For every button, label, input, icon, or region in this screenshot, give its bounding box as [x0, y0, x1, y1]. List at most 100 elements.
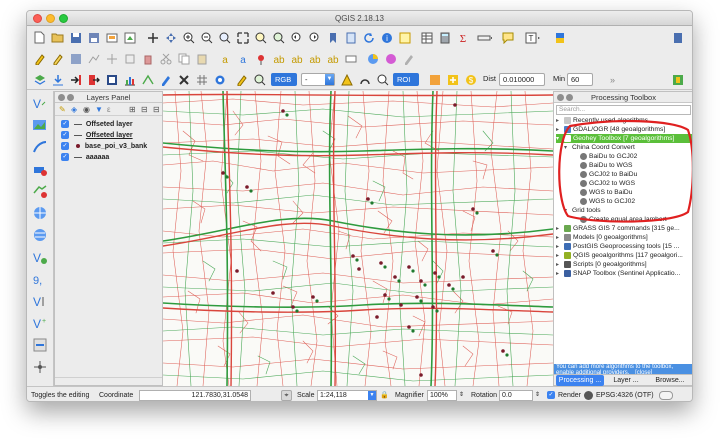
label-icon[interactable]: a — [217, 51, 232, 66]
pan-to-selection-icon[interactable] — [163, 30, 178, 45]
tree-china-convert[interactable]: ▾ China Coord Convert — [564, 144, 635, 151]
change-label-icon[interactable]: ab — [325, 51, 340, 66]
vector-grid-icon[interactable] — [194, 72, 209, 87]
rotation-field[interactable]: 0.0 — [499, 390, 533, 401]
dollar-icon[interactable]: $ — [463, 72, 478, 87]
add-geonode-layer-icon[interactable] — [32, 359, 49, 376]
remove-layer-icon[interactable]: ⊟ — [153, 105, 160, 114]
tab-browser[interactable]: Browse... — [655, 377, 685, 384]
layer-row-0[interactable]: ✓ Offseted layer — [61, 120, 133, 130]
layer-row-1[interactable]: ✓ Offseted layer — [61, 131, 133, 141]
layer-row-2[interactable]: ✓ base_poi_v3_bank — [61, 142, 147, 152]
enable-providers-link[interactable]: enable additional providers. — [556, 370, 630, 376]
attribute-table-icon[interactable] — [419, 30, 434, 45]
rotate-label-icon[interactable]: ab — [307, 51, 322, 66]
current-edits-icon[interactable] — [32, 51, 47, 66]
add-delimited-text-icon[interactable]: 9, — [32, 271, 49, 288]
zoom-to-layer-icon[interactable] — [271, 30, 286, 45]
add-virtual-layer-icon[interactable]: V — [32, 293, 49, 310]
zoom-full-icon[interactable] — [235, 30, 250, 45]
raster-calc-icon[interactable] — [104, 72, 119, 87]
zoom-in-icon[interactable] — [181, 30, 196, 45]
tree-scripts[interactable]: ▸ Scripts [0 geoalgorithms] — [556, 260, 647, 268]
new-shapefile-icon[interactable]: V + — [32, 315, 49, 332]
crs-status[interactable]: EPSG:4326 (OTF) — [596, 392, 654, 399]
layer-stack-icon[interactable] — [32, 72, 47, 87]
save-as-icon[interactable] — [86, 30, 101, 45]
add-vector-layer-icon[interactable]: V — [32, 95, 49, 112]
rotation-stepper-icon[interactable]: ⇕ — [535, 392, 541, 398]
download-icon[interactable] — [50, 72, 65, 87]
pan-map-icon[interactable] — [145, 30, 160, 45]
band-combo[interactable]: - ▼ — [301, 73, 335, 86]
field-calculator-icon[interactable] — [437, 30, 452, 45]
tree-qgis[interactable]: ▸ QGIS geoalgorithms [117 geoalgori... — [556, 251, 683, 259]
add-oracle-layer-icon[interactable] — [32, 337, 49, 354]
tab-layer-styling[interactable]: Layer ... — [613, 377, 639, 384]
plus-icon[interactable] — [445, 72, 460, 87]
new-bookmark-icon[interactable] — [325, 30, 340, 45]
algorithm-search-input[interactable]: Search... — [556, 105, 691, 115]
paste-features-icon[interactable] — [194, 51, 209, 66]
pencil-icon[interactable] — [158, 72, 173, 87]
new-print-composer-icon[interactable] — [104, 30, 119, 45]
save-project-icon[interactable] — [68, 30, 83, 45]
magnifier-field[interactable]: 100% — [427, 390, 457, 401]
new-project-icon[interactable] — [32, 30, 47, 45]
show-bookmarks-icon[interactable] — [343, 30, 358, 45]
plugin-2-icon[interactable] — [401, 51, 416, 66]
tree-grass[interactable]: ▸ GRASS GIS 7 commands [315 ge... — [556, 224, 680, 232]
zoom-next-icon[interactable] — [307, 30, 322, 45]
close-window-button[interactable] — [33, 14, 42, 23]
open-project-icon[interactable] — [50, 30, 65, 45]
expand-all-icon[interactable]: ⊞ — [129, 105, 136, 114]
render-checkbox[interactable]: ✓ — [547, 391, 555, 399]
zoom-to-selection-icon[interactable] — [253, 30, 268, 45]
add-wms-layer-icon[interactable] — [32, 205, 49, 222]
show-hide-labels-icon[interactable]: ab — [271, 51, 286, 66]
algorithm-item[interactable]: BaiDu to WGS — [580, 161, 632, 170]
add-group-icon[interactable]: ◈ — [71, 105, 78, 114]
select-features-icon[interactable] — [397, 30, 412, 45]
tree-models[interactable]: ▸ Models [0 geoalgorithms] — [556, 233, 648, 241]
tree-postgis[interactable]: ▸ PostGIS Geoprocessing tools [15 ... — [556, 242, 680, 250]
plugin-icon[interactable] — [383, 51, 398, 66]
pin-labels-icon[interactable] — [253, 51, 268, 66]
node-tool-icon[interactable] — [122, 51, 137, 66]
layer-visibility-checkbox[interactable]: ✓ — [61, 153, 69, 162]
text-annotation-icon[interactable]: T — [525, 30, 540, 45]
save-layer-edits-icon[interactable] — [68, 51, 83, 66]
toggle-editing-icon[interactable] — [50, 51, 65, 66]
python-console-icon[interactable] — [552, 30, 567, 45]
roi-combo[interactable]: ROI — [393, 73, 419, 86]
zoom-last-icon[interactable] — [289, 30, 304, 45]
identify-icon[interactable]: i — [379, 30, 394, 45]
add-raster-layer-icon[interactable] — [32, 117, 49, 134]
cut-features-icon[interactable] — [158, 51, 173, 66]
panel-float-icon[interactable] — [67, 94, 74, 101]
band-math-icon[interactable] — [140, 72, 155, 87]
settings-gear-icon[interactable] — [212, 72, 227, 87]
move-label-icon[interactable]: ab — [289, 51, 304, 66]
add-postgis-layer-icon[interactable] — [32, 139, 49, 156]
add-mssql-layer-icon[interactable] — [32, 183, 49, 200]
open-styling-icon[interactable]: ✎ — [59, 105, 66, 114]
scale-combo[interactable]: 1:24,118 ▼ — [317, 390, 377, 401]
min-input[interactable]: 60 — [567, 73, 593, 86]
filter-legend-icon[interactable]: ▼ — [95, 105, 103, 114]
move-feature-icon[interactable] — [104, 51, 119, 66]
map-canvas[interactable] — [163, 91, 553, 386]
measure-icon[interactable] — [477, 30, 492, 45]
import-icon[interactable] — [68, 72, 83, 87]
add-feature-icon[interactable] — [86, 51, 101, 66]
layer-visibility-checkbox[interactable]: ✓ — [61, 131, 69, 140]
show-unplaced-labels-icon[interactable] — [343, 51, 358, 66]
filter-by-expression-icon[interactable]: ε — [107, 105, 111, 114]
copy-features-icon[interactable] — [176, 51, 191, 66]
delete-selected-icon[interactable] — [140, 51, 155, 66]
extents-toggle-icon[interactable]: ⌖ — [281, 390, 292, 401]
algorithm-item[interactable]: GCJ02 to BaiDu — [580, 170, 637, 179]
export-icon[interactable] — [86, 72, 101, 87]
panel-float-icon[interactable] — [566, 94, 573, 101]
tree-snap[interactable]: ▸ SNAP Toolbox (Sentinel Applicatio... — [556, 269, 681, 277]
